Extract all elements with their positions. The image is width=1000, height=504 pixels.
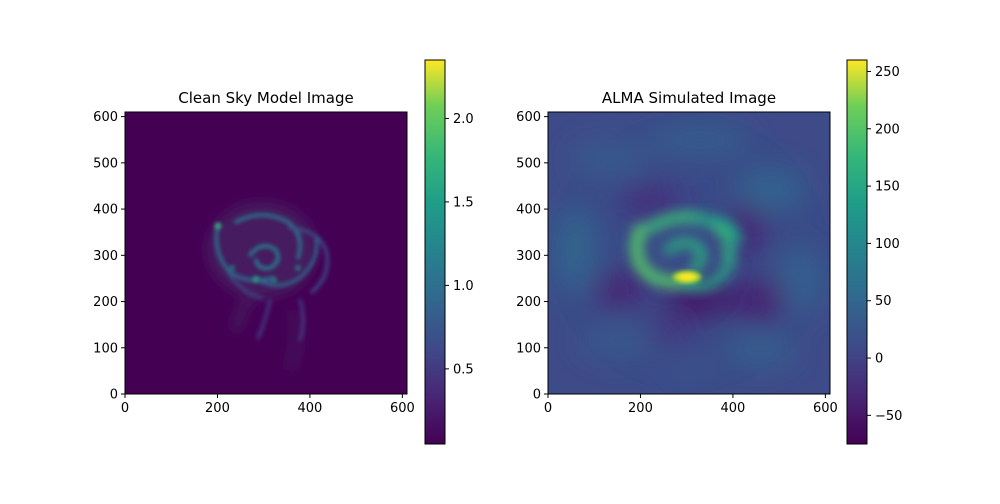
right-xtick-label: 600 <box>813 401 838 416</box>
right-ytick-label: 200 <box>516 295 541 310</box>
left-ytick-label: 500 <box>93 156 118 171</box>
right-xtick-label: 200 <box>628 401 653 416</box>
right-ytick-label: 400 <box>516 203 541 218</box>
left-axes-frame <box>124 111 408 395</box>
left-xtick-label: 200 <box>205 401 230 416</box>
left-ytick-label: 400 <box>93 203 118 218</box>
left-panel: Clean Sky Model Image <box>93 59 474 445</box>
left-ytick-label: 100 <box>93 341 118 356</box>
right-colorbar: −50 0 50 100 150 200 250 <box>846 59 902 445</box>
right-colorbar-gradient <box>846 59 868 445</box>
right-colorbar-tick-label: 200 <box>875 122 900 137</box>
right-colorbar-tick-label: 0 <box>875 352 883 367</box>
right-ytick-label: 100 <box>516 341 541 356</box>
left-ytick-label: 300 <box>93 249 118 264</box>
left-heatmap <box>125 112 407 394</box>
left-ytick-label: 200 <box>93 295 118 310</box>
left-ytick-label: 0 <box>110 388 118 403</box>
right-ytick-label: 300 <box>516 249 541 264</box>
left-bright-knots <box>215 223 301 283</box>
right-bright-blob <box>673 271 701 283</box>
left-colorbar: 0.5 1.0 1.5 2.0 <box>424 59 474 445</box>
left-colorbar-tick-label: 1.0 <box>453 279 474 294</box>
right-panel: ALMA Simulated Image <box>516 59 902 445</box>
left-colorbar-tick-label: 1.5 <box>453 195 474 210</box>
left-xtick-label: 600 <box>390 401 415 416</box>
right-colorbar-tick-label: −50 <box>875 409 902 424</box>
right-spiral-emission <box>630 211 744 291</box>
left-xtick-label: 0 <box>121 401 129 416</box>
right-xtick-label: 0 <box>544 401 552 416</box>
right-ytick-label: 600 <box>516 110 541 125</box>
right-colorbar-tick-label: 50 <box>875 294 892 309</box>
left-panel-title: Clean Sky Model Image <box>178 89 353 107</box>
left-colorbar-ticks: 0.5 1.0 1.5 2.0 <box>445 112 474 377</box>
left-axis-ticks: 0 200 400 600 0 100 200 300 400 500 600 <box>93 110 415 416</box>
right-panel-title: ALMA Simulated Image <box>602 89 776 107</box>
right-xtick-label: 400 <box>721 401 746 416</box>
right-field-mottling <box>553 125 825 382</box>
right-colorbar-ticks: −50 0 50 100 150 200 250 <box>867 65 902 424</box>
left-colorbar-gradient <box>424 59 446 445</box>
right-colorbar-tick-label: 250 <box>875 65 900 80</box>
right-ytick-label: 0 <box>533 388 541 403</box>
left-spiral-arms <box>214 213 329 342</box>
left-ytick-label: 600 <box>93 110 118 125</box>
right-ytick-label: 500 <box>516 156 541 171</box>
left-xtick-label: 400 <box>298 401 323 416</box>
right-axes-frame <box>547 111 831 395</box>
right-heatmap <box>548 112 830 394</box>
left-colorbar-tick-label: 0.5 <box>453 362 474 377</box>
right-axis-ticks: 0 200 400 600 0 100 200 300 400 500 600 <box>516 110 838 416</box>
left-colorbar-tick-label: 2.0 <box>453 112 474 127</box>
right-colorbar-tick-label: 150 <box>875 180 900 195</box>
right-colorbar-tick-label: 100 <box>875 237 900 252</box>
